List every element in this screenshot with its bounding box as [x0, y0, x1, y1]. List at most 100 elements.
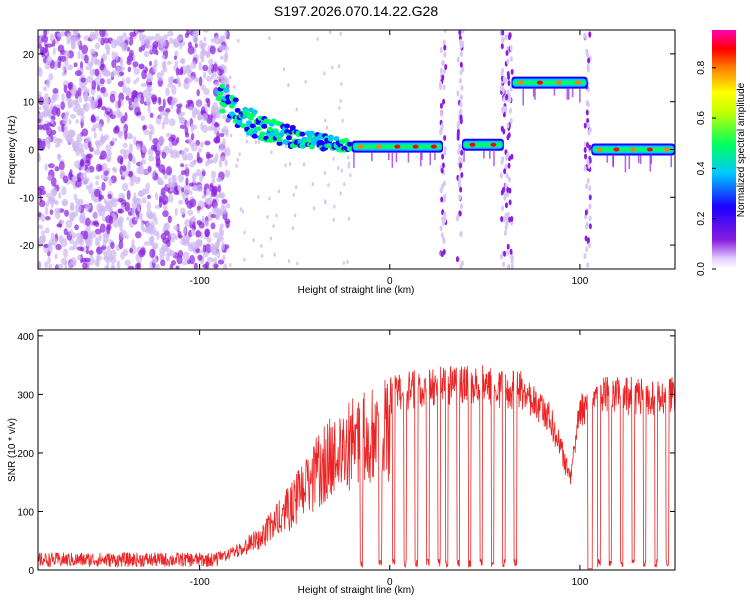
noise-cell: [185, 132, 190, 138]
snr-frame: [37, 329, 676, 571]
gap-streak-cell: [586, 122, 590, 129]
noise-cell: [122, 32, 127, 39]
noise-cell: [184, 197, 189, 205]
noise-cell: [94, 58, 100, 65]
gap-streak-cell: [459, 94, 463, 101]
noise-cell: [154, 217, 158, 226]
noise-cell: [79, 214, 85, 224]
noise-cell: [61, 71, 66, 77]
noise-cell: [184, 163, 189, 170]
noise-cell: [70, 39, 75, 49]
noise-cell: [114, 197, 118, 203]
noise-cell: [190, 61, 197, 69]
ridge-cell: [232, 97, 239, 103]
gap-streak-cell: [588, 157, 592, 164]
noise-cell: [144, 43, 152, 49]
noise-cell: [174, 207, 178, 217]
noise-cell: [44, 227, 50, 234]
noise-cell: [154, 192, 159, 201]
noise-cell: [118, 216, 125, 224]
noise-cell: [44, 163, 48, 171]
noise-cell: [213, 231, 220, 239]
noise-cell: [166, 60, 172, 65]
noise-cell: [147, 148, 154, 156]
gap-streak-cell: [585, 223, 589, 230]
noise-cell: [99, 30, 106, 38]
noise-cell: [186, 30, 190, 36]
noise-cell: [129, 247, 134, 254]
noise-cell: [38, 124, 43, 130]
band-spike: [624, 154, 627, 173]
colorbar-tick-label: 0.4: [696, 161, 707, 175]
gap-streak-cell: [442, 236, 446, 243]
noise-cell: [114, 51, 119, 61]
noise-cell: [219, 223, 224, 229]
noise-cell: [205, 97, 210, 104]
noise-cell: [146, 201, 152, 211]
gap-streak-cell: [455, 256, 459, 263]
band-spike: [566, 87, 569, 100]
noise-cell: [237, 38, 240, 43]
noise-cell: [38, 106, 42, 111]
noise-cell: [200, 122, 204, 131]
noise-cell: [332, 217, 335, 222]
noise-cell: [186, 152, 194, 161]
gap-streak-cell: [442, 39, 446, 46]
noise-cell: [126, 216, 130, 221]
gap-streak-cell: [456, 90, 460, 97]
noise-cell: [294, 185, 298, 190]
band-spike: [532, 87, 535, 97]
noise-cell: [86, 241, 93, 248]
noise-cell: [80, 172, 87, 182]
noise-cell: [93, 132, 97, 139]
noise-cell: [75, 203, 82, 213]
noise-cell: [141, 143, 146, 154]
noise-cell: [224, 30, 228, 38]
noise-cell: [225, 203, 231, 209]
noise-cell: [38, 260, 42, 269]
noise-cell: [171, 84, 177, 95]
noise-cell: [160, 259, 166, 267]
noise-cell: [132, 90, 139, 97]
noise-cell: [80, 166, 86, 171]
noise-cell: [162, 200, 167, 206]
noise-cell: [235, 163, 238, 168]
gap-streak-cell: [500, 43, 504, 50]
noise-cell: [61, 198, 69, 207]
noise-cell: [46, 175, 53, 181]
gap-streak-cell: [588, 144, 592, 151]
noise-cell: [245, 139, 249, 144]
noise-cell: [165, 112, 169, 119]
noise-cell: [125, 95, 130, 101]
band-hotspot: [536, 80, 543, 85]
noise-cell: [202, 64, 209, 72]
noise-cell: [162, 98, 166, 109]
noise-cell: [86, 75, 94, 84]
noise-cell: [168, 177, 172, 185]
noise-cell: [133, 192, 137, 202]
noise-cell: [195, 248, 200, 253]
colorbar-tick-label: 0.8: [696, 60, 707, 74]
noise-cell: [302, 162, 306, 167]
noise-cell: [69, 113, 77, 119]
noise-cell: [90, 115, 97, 124]
gap-streak-cell: [500, 84, 504, 91]
gap-streak-cell: [509, 248, 513, 255]
noise-cell: [48, 263, 52, 269]
noise-cell: [126, 189, 131, 200]
y-tick-label: 200: [17, 449, 34, 460]
gap-streak-cell: [440, 196, 444, 203]
noise-cell: [205, 220, 209, 228]
noise-cell: [347, 164, 350, 169]
y-tick-label: 300: [17, 390, 34, 401]
noise-cell: [189, 198, 197, 208]
ridge-cell: [327, 134, 334, 140]
noise-cell: [201, 170, 206, 177]
gap-streak-cell: [588, 203, 592, 210]
noise-cell: [180, 238, 186, 246]
noise-cell: [140, 222, 144, 230]
noise-cell: [124, 111, 128, 122]
noise-cell: [69, 169, 73, 177]
noise-cell: [183, 147, 190, 153]
gap-streak-cell: [510, 153, 514, 160]
